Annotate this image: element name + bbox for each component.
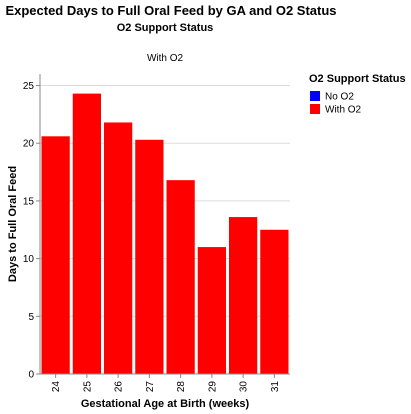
legend-swatch	[310, 104, 320, 114]
y-tick-label: 25	[23, 81, 35, 92]
x-tick-label: 28	[176, 381, 187, 393]
x-axis-ticks: 24 25 26 27 28 29 30 31	[51, 374, 281, 392]
x-axis-title: Gestational Age at Birth (weeks)	[81, 398, 250, 410]
x-tick-label: 24	[51, 381, 62, 393]
x-tick-label: 31	[270, 381, 281, 393]
legend-label: With O2	[325, 105, 362, 116]
y-tick-label: 5	[28, 312, 34, 323]
bars	[41, 93, 289, 374]
bar	[166, 180, 195, 374]
facet-header: O2 Support Status	[117, 22, 214, 34]
bar	[72, 93, 101, 374]
bar	[135, 139, 164, 374]
x-tick-label: 26	[114, 381, 125, 393]
x-tick-label: 27	[145, 381, 156, 393]
chart-title: Expected Days to Full Oral Feed by GA an…	[5, 3, 336, 18]
x-tick-label: 25	[82, 381, 93, 393]
y-axis-title: Days to Full Oral Feed	[7, 166, 19, 282]
y-tick-label: 15	[23, 196, 35, 207]
y-tick-label: 10	[23, 254, 35, 265]
bar	[260, 229, 289, 374]
legend-title: O2 Support Status	[309, 73, 406, 85]
bar	[41, 136, 70, 374]
y-tick-label: 0	[28, 370, 34, 381]
legend-label: No O2	[325, 92, 354, 103]
legend-items: No O2 With O2	[310, 91, 362, 116]
legend: O2 Support Status No O2 With O2	[309, 73, 406, 116]
plot-area: 0 5 10 15 20 25 24 25 26 27 28 29 30 31	[23, 74, 290, 392]
x-tick-label: 30	[239, 381, 250, 393]
bar	[197, 247, 226, 374]
facet-label: With O2	[147, 53, 184, 64]
bar	[229, 217, 258, 374]
y-axis-ticks: 0 5 10 15 20 25	[23, 81, 40, 381]
bar	[104, 122, 133, 374]
x-tick-label: 29	[207, 381, 218, 393]
legend-swatch	[310, 91, 320, 101]
y-tick-label: 20	[23, 139, 35, 150]
